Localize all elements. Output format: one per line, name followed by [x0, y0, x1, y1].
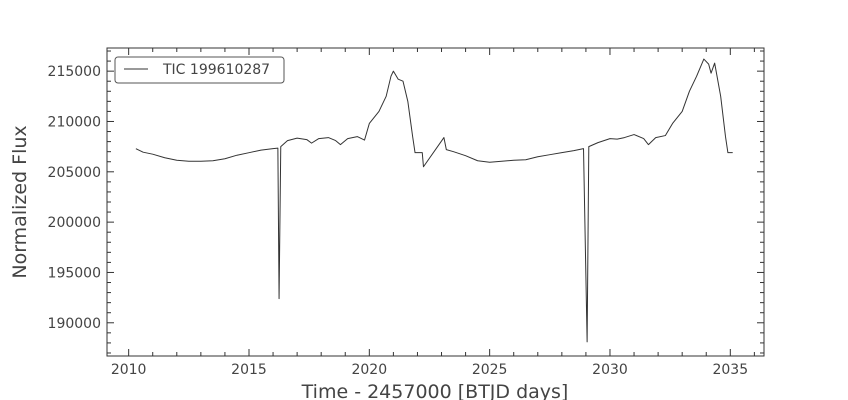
y-tick-label: 210000 — [48, 114, 101, 130]
x-axis-label: Time - 2457000 [BTJD days] — [301, 381, 569, 400]
y-axis-label: Normalized Flux — [9, 125, 31, 278]
y-tick-label: 195000 — [48, 265, 101, 281]
x-tick-label: 2020 — [351, 362, 387, 378]
legend: TIC 199610287 — [114, 56, 285, 84]
x-axis-ticks: 2010 2015 2020 2025 2030 2035 — [111, 48, 755, 378]
plot-frame — [106, 47, 765, 357]
x-tick-label: 2010 — [111, 362, 147, 378]
x-tick-label: 2015 — [231, 362, 267, 378]
y-tick-label: 190000 — [48, 316, 101, 332]
x-tick-label: 2030 — [592, 362, 628, 378]
x-tick-label: 2035 — [712, 362, 748, 378]
y-tick-label: 215000 — [48, 64, 101, 80]
y-tick-label: 205000 — [48, 165, 101, 181]
y-axis-ticks: 190000 195000 200000 205000 210000 215000 — [48, 50, 764, 354]
legend-box — [114, 56, 285, 84]
legend-label: TIC 199610287 — [162, 62, 270, 78]
series-line-tic-199610287 — [135, 58, 733, 343]
x-tick-label: 2025 — [472, 362, 508, 378]
y-tick-label: 200000 — [48, 215, 101, 231]
